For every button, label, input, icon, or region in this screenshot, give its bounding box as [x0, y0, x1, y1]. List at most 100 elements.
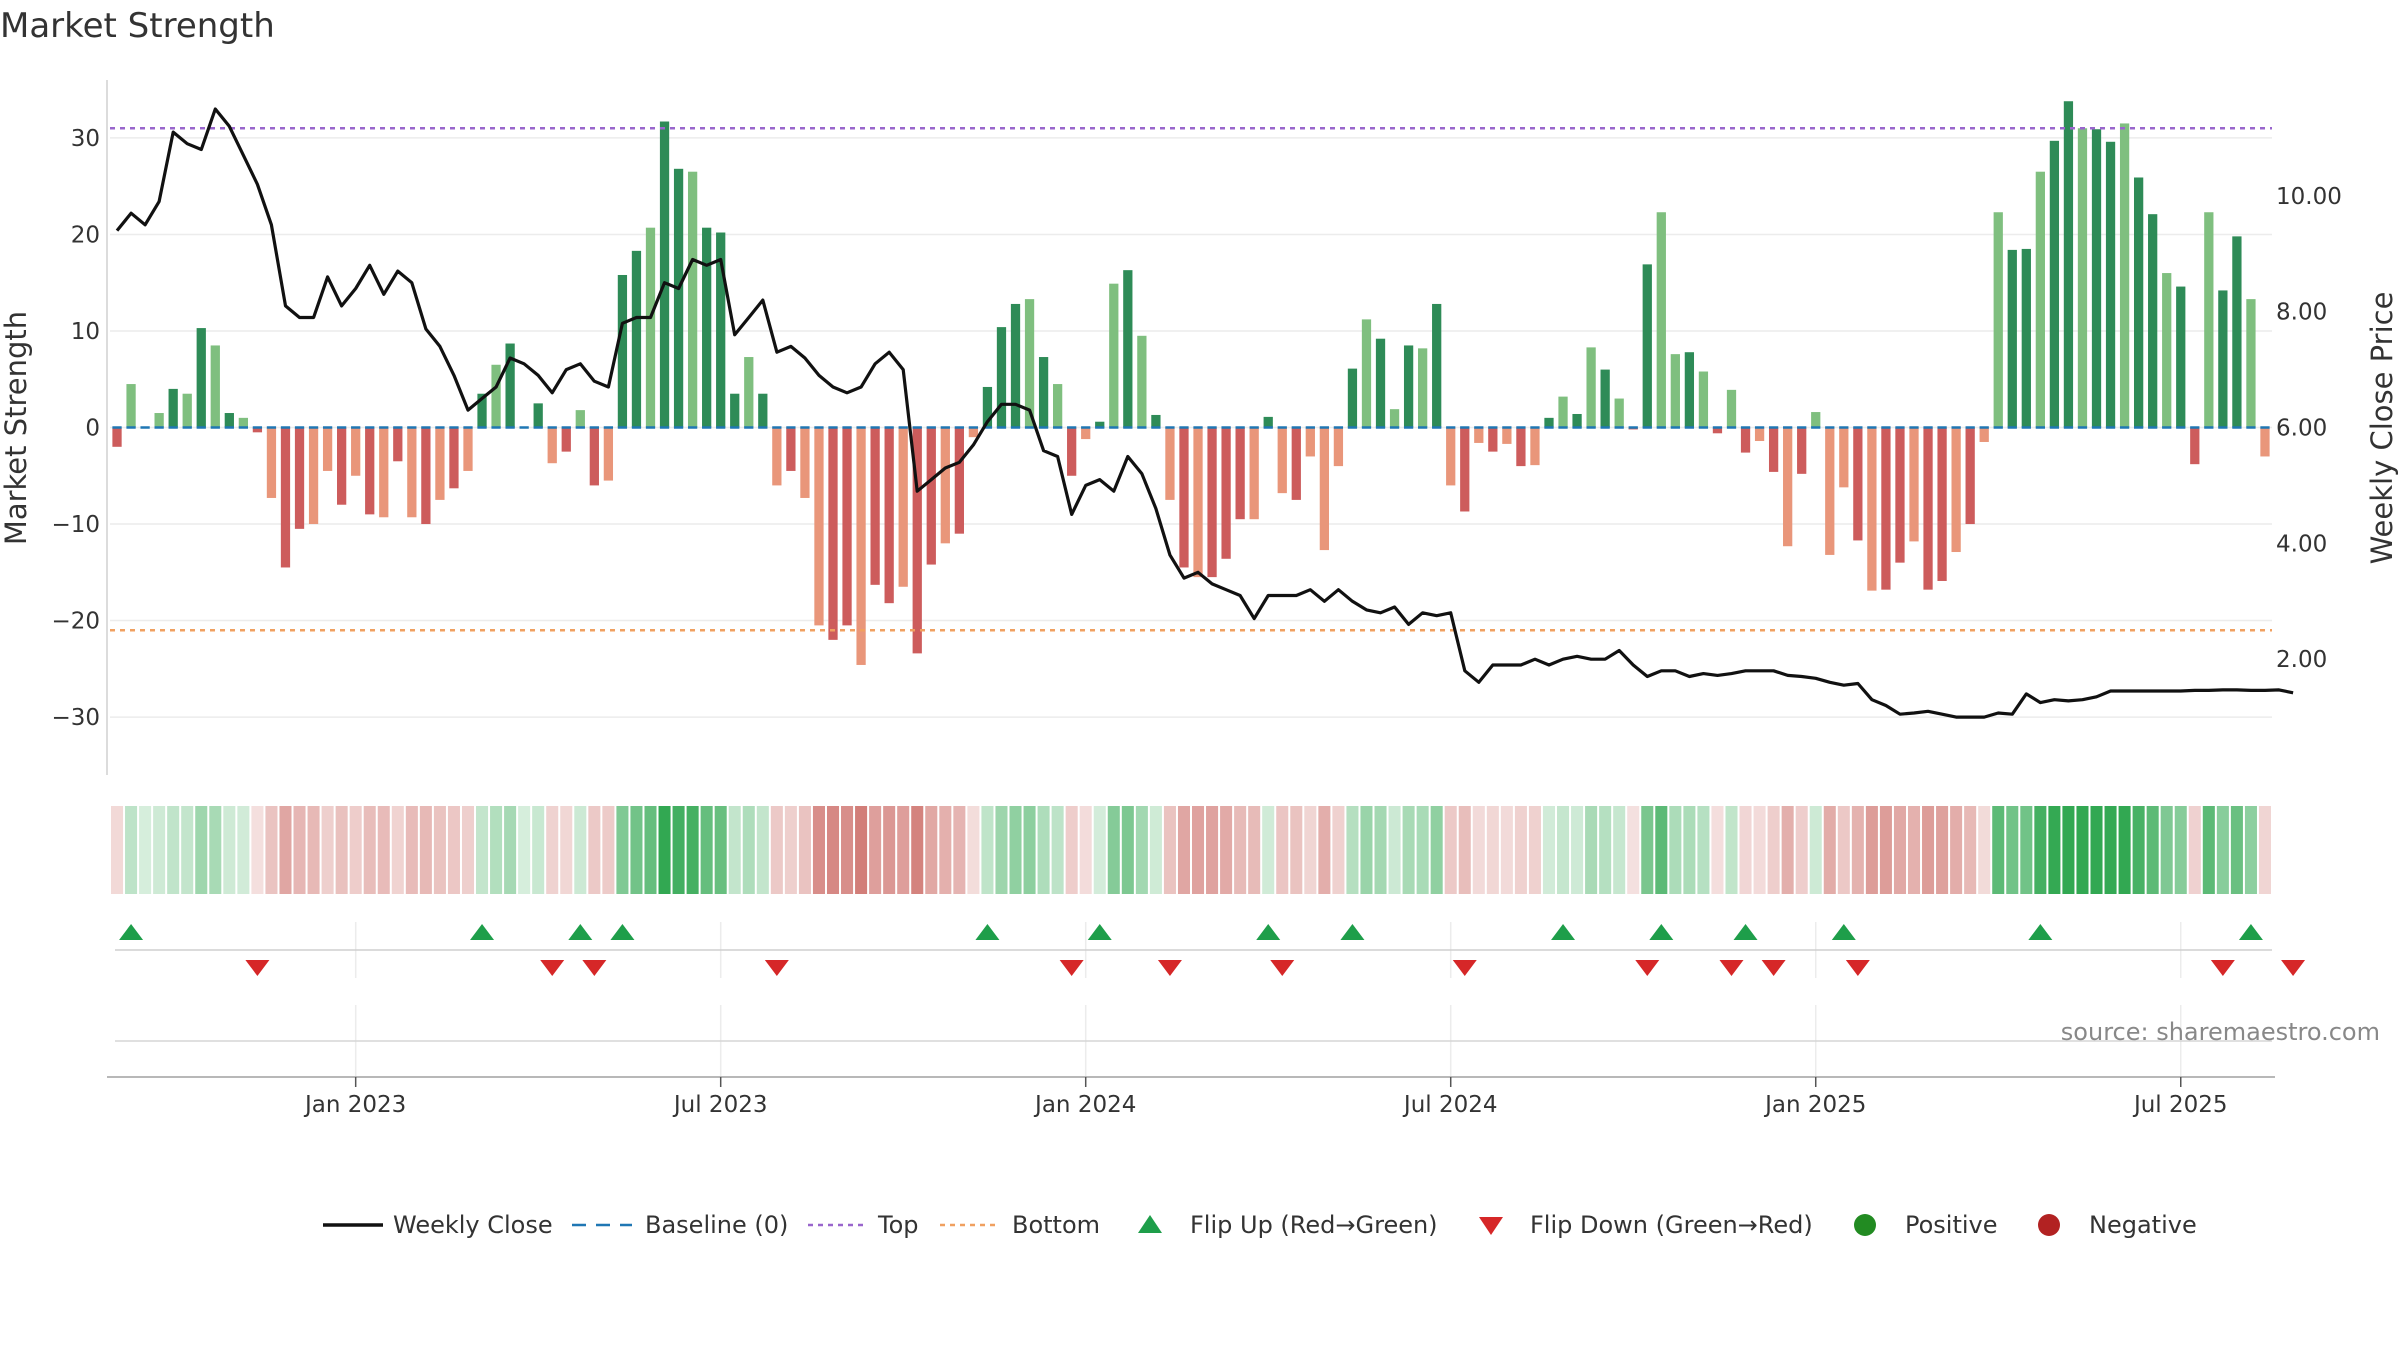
strength-bar — [1516, 427, 1526, 467]
strength-bar — [1067, 427, 1077, 476]
heat-cell — [1444, 806, 1457, 894]
left-tick-label: 30 — [71, 126, 100, 152]
heat-cell — [307, 806, 320, 894]
strength-bar — [1179, 427, 1189, 568]
strength-bar — [1825, 427, 1835, 555]
heat-cell — [1149, 806, 1162, 894]
flip-down-marker — [582, 960, 607, 976]
heat-cell — [363, 806, 376, 894]
heat-cell — [1767, 806, 1780, 894]
strength-bar — [1783, 427, 1793, 547]
flip-down-marker — [1157, 960, 1182, 976]
strength-bar — [112, 427, 122, 447]
heat-cell — [1613, 806, 1626, 894]
right-tick-label: 2.00 — [2276, 647, 2327, 673]
heat-cell — [349, 806, 362, 894]
x-tick-label: Jul 2023 — [672, 1092, 768, 1118]
strength-bar — [308, 427, 319, 525]
heat-cell — [1781, 806, 1794, 894]
flip-up-marker — [1733, 924, 1758, 940]
heat-cell — [686, 806, 699, 894]
heat-cell — [2146, 806, 2159, 894]
strength-bar — [2246, 299, 2256, 428]
strength-bar — [1502, 427, 1512, 444]
strength-bar — [1361, 319, 1372, 428]
strength-bar — [1642, 264, 1652, 428]
strength-bar — [1418, 348, 1428, 428]
strength-bar — [1038, 357, 1049, 428]
flip-up-marker — [568, 924, 593, 940]
strength-bar — [238, 417, 249, 428]
source-label: source: sharemaestro.com — [2061, 1018, 2380, 1046]
heat-cell — [2216, 806, 2229, 894]
left-tick-label: −20 — [51, 609, 100, 635]
heat-cell — [1458, 806, 1471, 894]
strength-bar — [196, 328, 206, 428]
strength-bar — [1403, 345, 1414, 428]
strength-bar — [659, 121, 670, 428]
strength-bar — [1993, 212, 2003, 428]
heat-cell — [1304, 806, 1317, 894]
strength-bar — [772, 427, 782, 486]
strength-bar — [1979, 427, 1989, 442]
strength-bar — [322, 427, 333, 471]
heat-cell — [1402, 806, 1415, 894]
heat-cell — [869, 806, 882, 894]
strength-bar — [2021, 248, 2031, 428]
strength-bar — [687, 171, 698, 428]
strength-bar — [1698, 371, 1709, 428]
heat-cell — [911, 806, 924, 894]
strength-bar — [1937, 427, 1947, 581]
right-axis-title: Weekly Close Price — [2365, 292, 2399, 565]
strength-bar — [2091, 129, 2102, 428]
heat-cell — [2258, 806, 2271, 894]
flip-up-marker — [610, 924, 635, 940]
heat-cell — [504, 806, 517, 894]
strength-bar — [954, 427, 964, 534]
strength-bar — [435, 427, 445, 500]
flip-up-marker — [1551, 924, 1576, 940]
heat-cell — [433, 806, 446, 894]
strength-bar — [1151, 414, 1161, 428]
heat-cell — [1023, 806, 1036, 894]
strength-bar — [1811, 412, 1821, 428]
heat-cell — [1627, 806, 1640, 894]
strength-bar — [1586, 347, 1596, 428]
strength-bar — [786, 427, 796, 471]
heat-cell — [1290, 806, 1303, 894]
heat-cell — [1795, 806, 1808, 894]
heat-cell — [1922, 806, 1935, 894]
legend: Weekly Close Baseline (0) Top Bottom Flip Up… — [323, 1211, 2197, 1239]
flip-down-marker — [1719, 960, 1744, 976]
strength-bar — [2035, 171, 2045, 428]
heat-cell — [1009, 806, 1022, 894]
flip-down-marker — [1059, 960, 1084, 976]
strength-bar — [547, 427, 557, 464]
strength-bar — [154, 413, 164, 428]
heat-cell — [1360, 806, 1373, 894]
heat-cell — [1220, 806, 1233, 894]
flip-down-marker — [1270, 960, 1295, 976]
strength-bar — [744, 357, 754, 428]
heat-cell — [1248, 806, 1261, 894]
flip-down-marker — [540, 960, 565, 976]
strength-bar — [1277, 427, 1287, 494]
heat-cell — [1416, 806, 1429, 894]
strength-bar — [379, 427, 389, 518]
strength-bar — [2162, 273, 2172, 428]
strength-bar — [631, 250, 642, 428]
strength-bar — [337, 427, 347, 505]
heat-cell — [125, 806, 138, 894]
x-tick-label: Jul 2024 — [1402, 1092, 1498, 1118]
strength-bar — [814, 427, 824, 626]
strength-bar — [2148, 214, 2158, 428]
heat-cell — [2132, 806, 2145, 894]
strength-bar — [2260, 427, 2270, 457]
legend-label: Top — [877, 1211, 919, 1239]
heat-cell — [2188, 806, 2201, 894]
strength-bar — [1768, 427, 1779, 472]
x-axis: Jan 2023 Jul 2023 Jan 2024 Jul 2024 Jan 2025… — [107, 1005, 2275, 1118]
heat-cell — [251, 806, 264, 894]
strength-bar — [210, 345, 220, 428]
strength-bar — [1558, 396, 1568, 428]
